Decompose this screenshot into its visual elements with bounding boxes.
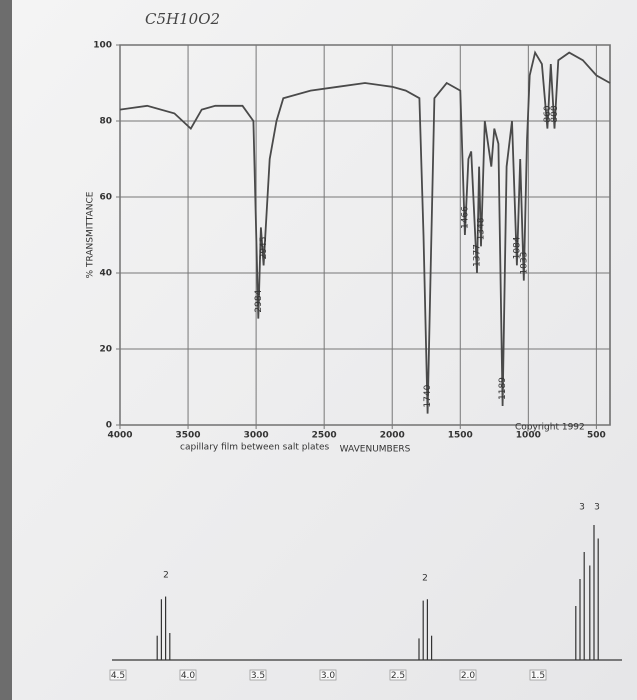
x-tick-label: 3.5 [251, 671, 265, 681]
peak-label: 1189 [498, 377, 508, 400]
peak-label: 1740 [423, 384, 433, 407]
peak-label: 1348 [476, 217, 486, 240]
tick-box [319, 669, 337, 681]
y-tick-label: 60 [99, 193, 112, 203]
integral-label: 3 [594, 503, 600, 513]
x-tick-label: 1500 [448, 431, 473, 441]
x-tick-label: 4.0 [181, 671, 196, 681]
x-tick-label: 2500 [312, 431, 337, 441]
y-axis-label: % TRANSMITTANCE [86, 191, 96, 278]
x-tick-label: 4.5 [111, 671, 125, 681]
x-tick-label: 1000 [516, 431, 541, 441]
tick-box [459, 669, 477, 681]
y-tick-label: 80 [99, 117, 112, 127]
x-tick-label: 2.5 [391, 671, 405, 681]
peak-label: 860 [543, 105, 553, 122]
peak-label: 1084 [512, 236, 522, 259]
integral-label: 2 [163, 571, 169, 581]
x-axis-label: WAVENUMBERS [340, 445, 411, 455]
integral-label: 3 [579, 503, 585, 513]
tick-box [529, 669, 547, 681]
x-tick-label: 3500 [176, 431, 201, 441]
y-tick-label: 20 [99, 345, 112, 355]
handwritten-formula: C5H10O2 [145, 10, 220, 28]
integral-label: 2 [422, 574, 428, 584]
peak-label: 1033 [519, 252, 529, 275]
tick-box [179, 669, 197, 681]
x-tick-label: 2.0 [461, 671, 476, 681]
peak-label: 2945 [259, 236, 269, 259]
x-tick-label: 500 [587, 431, 606, 441]
x-tick-label: 3000 [244, 431, 269, 441]
peak-label: 2984 [254, 289, 264, 312]
y-tick-label: 40 [99, 269, 112, 279]
annotation: Copyright 1992 [515, 423, 585, 433]
annotation: capillary film between salt plates [180, 443, 330, 453]
spectrum-line [119, 50, 611, 414]
tick-box [389, 669, 407, 681]
tick-box [109, 669, 127, 681]
peak-label: 1466 [460, 206, 470, 229]
x-tick-label: 2000 [380, 431, 405, 441]
x-tick-label: 1.5 [531, 671, 545, 681]
y-tick-label: 0 [106, 421, 112, 431]
peak-label: 808 [550, 105, 560, 122]
x-tick-label: 4000 [107, 431, 132, 441]
y-tick-label: 100 [93, 41, 112, 51]
tick-box [249, 669, 267, 681]
peak-label: 1377 [473, 244, 483, 267]
x-tick-label: 3.0 [321, 671, 336, 681]
